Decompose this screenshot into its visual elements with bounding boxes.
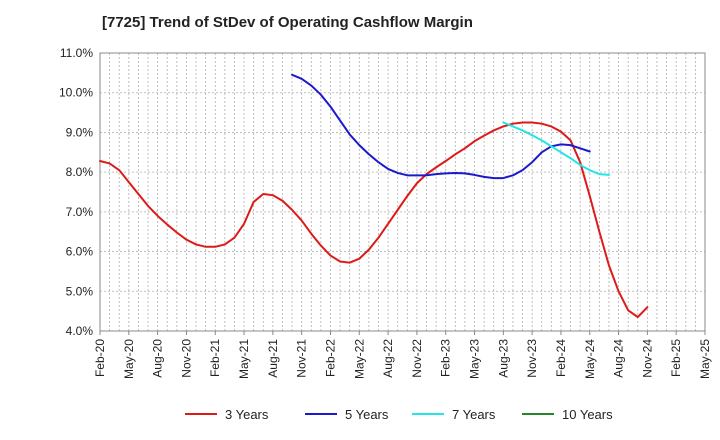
x-tick-label: Feb-23 xyxy=(439,339,453,377)
x-tick-label: May-25 xyxy=(698,339,712,379)
x-tick-label: Feb-25 xyxy=(669,339,683,377)
x-tick-label: Aug-21 xyxy=(266,339,280,378)
x-tick-label: Aug-23 xyxy=(496,339,510,378)
legend: 3 Years 5 Years 7 Years 10 Years xyxy=(185,407,613,422)
y-tick-label: 7.0% xyxy=(66,205,94,219)
x-tick-label: Feb-24 xyxy=(554,339,568,377)
y-tick-label: 11.0% xyxy=(60,46,93,60)
x-tick-label: Feb-20 xyxy=(93,339,107,377)
y-tick-label: 10.0% xyxy=(59,86,93,100)
series-line-7-years xyxy=(502,121,610,176)
y-tick-label: 5.0% xyxy=(66,284,94,298)
series-line-5-years xyxy=(291,73,591,180)
series-line-3-years xyxy=(99,121,649,319)
legend-label-10-years: 10 Years xyxy=(562,407,613,422)
x-tick-label: Aug-24 xyxy=(612,339,626,378)
x-tick-label: May-23 xyxy=(468,339,482,379)
gridlines xyxy=(100,53,705,331)
x-tick-label: Nov-24 xyxy=(640,339,654,378)
x-tick-label: Nov-21 xyxy=(295,339,309,378)
y-tick-label: 4.0% xyxy=(66,324,94,338)
y-tick-label: 9.0% xyxy=(66,125,94,139)
plot-frame xyxy=(99,52,706,332)
x-tick-label: Nov-22 xyxy=(410,339,424,378)
axes: 4.0% 5.0% 6.0% 7.0% 8.0% 9.0% 10.0% 11.0% Feb-20… xyxy=(59,46,712,379)
y-tick-label: 8.0% xyxy=(66,165,94,179)
x-tick-label: Nov-23 xyxy=(525,339,539,378)
series-lines xyxy=(99,73,649,319)
x-tick-label: May-22 xyxy=(352,339,366,379)
x-tick-label: Feb-22 xyxy=(323,339,337,377)
x-tick-label: Aug-20 xyxy=(151,339,165,378)
legend-label-5-years: 5 Years xyxy=(345,407,389,422)
y-tick-label: 6.0% xyxy=(66,245,94,259)
x-tick-label: Aug-22 xyxy=(381,339,395,378)
x-tick-label: May-21 xyxy=(237,339,251,379)
x-tick-label: Nov-20 xyxy=(179,339,193,378)
legend-label-3-years: 3 Years xyxy=(225,407,269,422)
x-tick-label: May-20 xyxy=(122,339,136,379)
chart-title: [7725] Trend of StDev of Operating Cashf… xyxy=(102,14,473,31)
legend-label-7-years: 7 Years xyxy=(452,407,496,422)
x-tick-label: Feb-21 xyxy=(208,339,222,377)
x-tick-label: May-24 xyxy=(583,339,597,379)
